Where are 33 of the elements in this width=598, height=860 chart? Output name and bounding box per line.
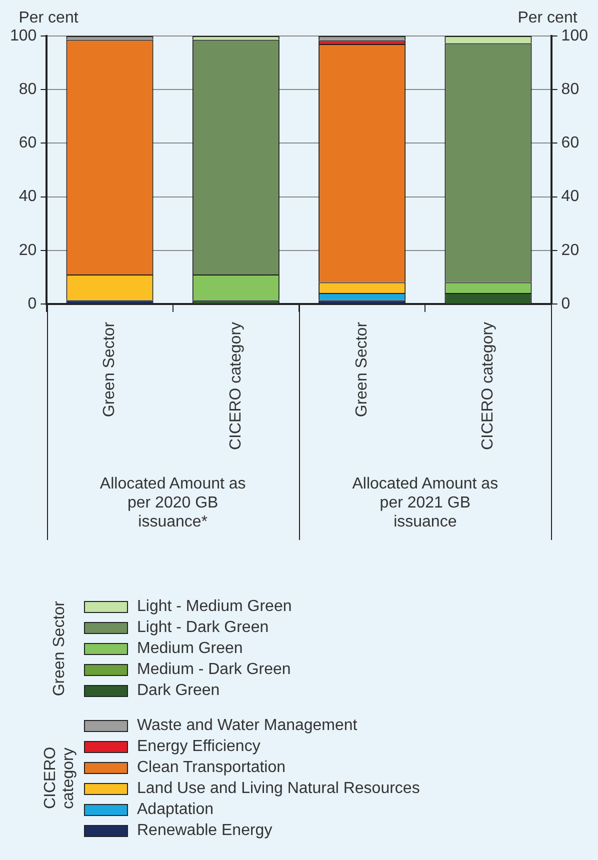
legend-label: Dark Green — [137, 682, 220, 700]
y-tick-label: 100 — [10, 27, 37, 44]
text: Allocated Amount as per 2021 GB issuance — [352, 475, 498, 530]
y-tick-label: 60 — [18, 134, 37, 152]
legend-label: Clean Transportation — [137, 758, 286, 776]
legend-label: Waste and Water Management — [137, 716, 358, 734]
legend-label: Renewable Energy — [137, 822, 272, 840]
x-tick-label: CICERO category — [480, 322, 497, 450]
text: Green Sector — [51, 600, 69, 696]
x-tick-label: CICERO category — [227, 322, 244, 450]
legend-label: Light - Medium Green — [137, 598, 292, 616]
legend-label: Energy Efficiency — [137, 738, 260, 756]
y2-tick-label: 40 — [561, 188, 580, 206]
y2-tick-label: 80 — [561, 81, 580, 98]
x-tick-label: Green Sector — [353, 321, 370, 418]
y-tick-label: 80 — [18, 81, 37, 98]
y-tick-label: 20 — [18, 242, 37, 259]
y2-tick-label: 20 — [561, 242, 580, 259]
legend-label: Medium - Dark Green — [137, 660, 291, 678]
y-axis-title: Per cent — [18, 9, 79, 26]
y2-axis-title: Per cent — [518, 9, 578, 26]
text: CICERO category — [42, 746, 78, 812]
legend-label: Medium Green — [137, 640, 243, 658]
legend-label: Adaptation — [137, 800, 214, 818]
y2-tick-label: 0 — [561, 295, 570, 312]
y2-tick-label: 100 — [561, 27, 588, 44]
y-tick-label: 40 — [18, 188, 37, 206]
y-tick-label: 0 — [28, 295, 37, 312]
legend-label: Light - Dark Green — [137, 618, 269, 636]
legend-label: Land Use and Living Natural Resources — [137, 780, 420, 798]
y2-tick-label: 60 — [561, 134, 580, 152]
x-tick-label: Green Sector — [101, 321, 118, 418]
text: Allocated Amount as per 2020 GB issuance* — [100, 475, 246, 530]
